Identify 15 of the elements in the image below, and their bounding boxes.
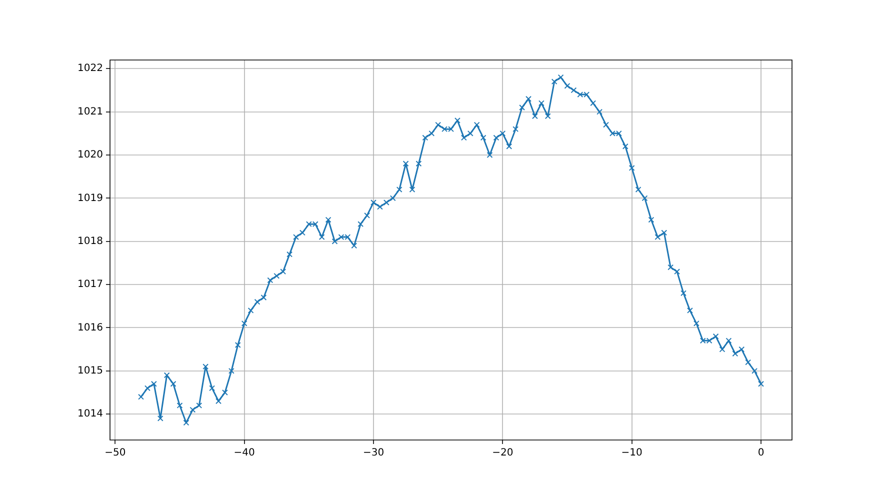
x-tick-label: −40 <box>234 448 255 459</box>
y-tick-label: 1020 <box>78 150 103 161</box>
y-tick-label: 1019 <box>78 192 103 204</box>
y-tick-label: 1016 <box>78 322 103 334</box>
x-tick-label: −50 <box>104 448 126 459</box>
y-tick-label: 1021 <box>78 106 103 118</box>
x-tick-label: −10 <box>621 448 642 459</box>
y-tick-label: 1015 <box>78 366 103 377</box>
y-tick-label: 1014 <box>78 408 103 420</box>
x-tick-label: 0 <box>758 448 764 459</box>
y-tick-label: 1018 <box>78 236 103 247</box>
x-tick-label: −20 <box>492 448 514 459</box>
x-tick-label: −30 <box>362 448 384 459</box>
y-tick-label: 1017 <box>78 279 103 290</box>
y-tick-label: 1022 <box>78 63 103 74</box>
